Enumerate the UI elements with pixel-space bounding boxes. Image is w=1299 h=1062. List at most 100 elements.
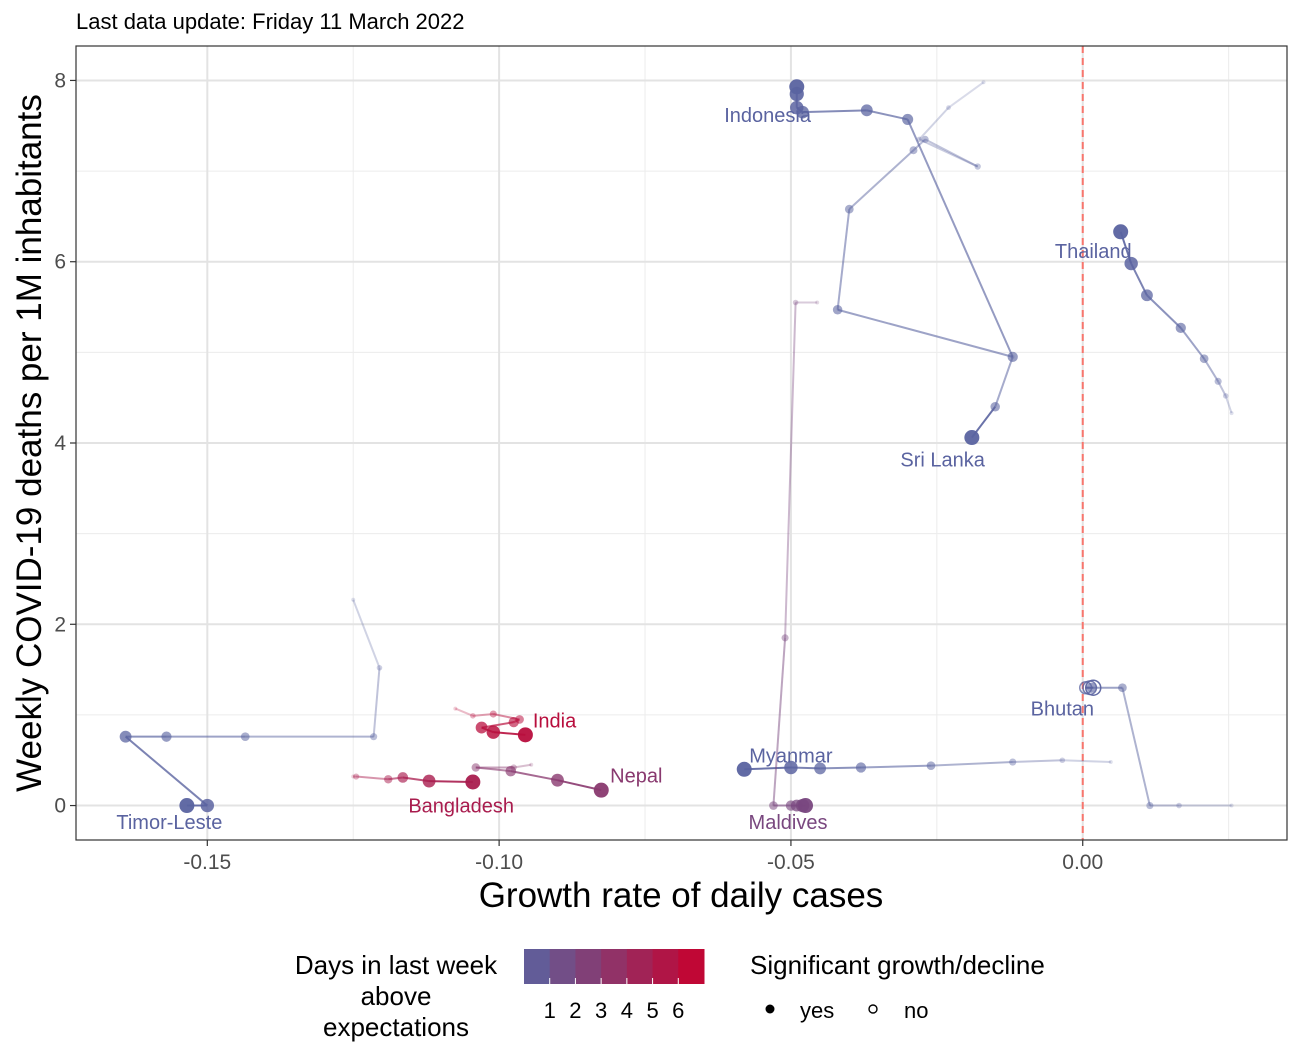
x-axis-title: Growth rate of daily cases bbox=[479, 876, 884, 915]
data-point bbox=[119, 730, 132, 743]
series-maldives bbox=[769, 299, 820, 814]
data-point bbox=[240, 732, 250, 742]
data-point bbox=[1059, 757, 1066, 764]
data-point bbox=[465, 774, 481, 790]
x-tick-label: -0.15 bbox=[183, 851, 231, 874]
y-tick-label: 4 bbox=[54, 432, 66, 455]
trajectory-segment bbox=[472, 713, 494, 717]
data-point bbox=[370, 733, 378, 741]
trajectory-segment bbox=[454, 707, 474, 717]
trajectory-segment bbox=[802, 109, 867, 114]
colorbar-tick-label: 5 bbox=[646, 998, 658, 1023]
country-label: Myanmar bbox=[749, 746, 833, 768]
trajectory-segment bbox=[352, 599, 381, 669]
data-point bbox=[784, 760, 798, 775]
series-myanmar bbox=[736, 757, 1113, 777]
data-point bbox=[792, 299, 799, 306]
data-point bbox=[1118, 683, 1127, 693]
y-axis-title: Weekly COVID-19 deaths per 1M inhabitant… bbox=[10, 94, 49, 792]
colorbar-tick-label: 2 bbox=[569, 998, 581, 1023]
colorbar-tick-label: 4 bbox=[621, 998, 633, 1023]
trajectory-segment bbox=[772, 637, 787, 806]
data-point bbox=[489, 710, 497, 718]
colorbar-segment bbox=[575, 949, 602, 984]
series-sri-lanka bbox=[964, 354, 1015, 446]
data-point bbox=[798, 798, 814, 814]
data-point bbox=[1010, 354, 1015, 359]
legend-key-no bbox=[868, 1004, 878, 1014]
country-labels: Indonesia Sri Lanka Thailand Bhutan Myanmar M… bbox=[116, 105, 1131, 834]
data-point bbox=[990, 401, 1000, 412]
trajectory-segment bbox=[1203, 358, 1219, 382]
trajectory-segment bbox=[924, 138, 979, 168]
legend-key-yes bbox=[765, 1004, 775, 1014]
series-timor-leste bbox=[119, 597, 383, 814]
trajectory-segment bbox=[848, 149, 915, 210]
data-point bbox=[471, 763, 480, 772]
data-point bbox=[397, 772, 409, 783]
trajectory-segment bbox=[124, 735, 208, 807]
country-label: Timor-Leste bbox=[116, 812, 222, 834]
trajectory-segment bbox=[836, 209, 851, 310]
trajectory-segment bbox=[947, 81, 985, 109]
data-point bbox=[736, 761, 752, 777]
data-point bbox=[1009, 758, 1017, 766]
trajectory-segment bbox=[1012, 759, 1063, 764]
country-label: Nepal bbox=[610, 766, 662, 788]
colorbar-segment bbox=[652, 949, 679, 984]
x-axis-ticks: -0.15 -0.10 -0.05 0.00 bbox=[183, 840, 1103, 874]
colorbar-segment bbox=[601, 949, 628, 984]
legend-label-yes: yes bbox=[800, 998, 834, 1023]
data-point bbox=[1124, 256, 1138, 271]
data-point bbox=[815, 300, 820, 305]
data-point bbox=[470, 713, 476, 719]
data-point bbox=[789, 79, 805, 95]
colorbar-segment bbox=[549, 949, 576, 984]
data-point bbox=[486, 725, 500, 739]
data-point bbox=[453, 706, 458, 711]
data-point bbox=[1108, 760, 1113, 765]
colorbar-tick-label: 3 bbox=[595, 998, 607, 1023]
trajectory-segment bbox=[820, 766, 861, 770]
data-point bbox=[855, 762, 867, 773]
data-point bbox=[593, 782, 609, 798]
series-nepal bbox=[471, 762, 609, 798]
y-axis-ticks: 0 2 4 6 8 bbox=[54, 69, 76, 818]
country-label: Bangladesh bbox=[408, 796, 514, 818]
data-point bbox=[1229, 411, 1234, 416]
data-point bbox=[860, 104, 873, 117]
y-tick-label: 8 bbox=[54, 69, 66, 92]
trajectory-segment bbox=[837, 308, 1013, 358]
country-label: Sri Lanka bbox=[900, 449, 985, 471]
data-point bbox=[351, 774, 356, 779]
colorbar-tick-label: 1 bbox=[544, 998, 556, 1023]
data-point bbox=[422, 774, 436, 788]
trajectory-segment bbox=[513, 763, 532, 769]
trajectory-segment bbox=[372, 667, 381, 737]
data-point bbox=[844, 204, 854, 214]
data-point bbox=[909, 146, 918, 155]
series-indonesia bbox=[789, 79, 1018, 363]
data-point bbox=[475, 721, 488, 734]
x-tick-label: -0.05 bbox=[767, 851, 815, 874]
data-point bbox=[902, 113, 914, 125]
y-tick-label: 2 bbox=[54, 613, 66, 636]
data-point bbox=[1175, 322, 1186, 334]
data-point bbox=[1141, 289, 1153, 302]
data-point bbox=[921, 135, 929, 143]
country-label: India bbox=[533, 710, 577, 732]
colorbar-segment bbox=[524, 949, 551, 984]
trajectory-segment bbox=[784, 302, 797, 638]
trajectory-segment bbox=[1121, 687, 1151, 806]
data-point bbox=[1146, 801, 1154, 810]
shape-legend-title: Significant growth/decline bbox=[750, 950, 1045, 980]
series-layer bbox=[119, 79, 1234, 814]
trajectory-segment bbox=[918, 106, 950, 141]
data-point bbox=[832, 305, 843, 315]
data-point bbox=[1214, 377, 1222, 385]
data-point bbox=[790, 100, 804, 115]
trajectory-segment bbox=[866, 109, 908, 121]
data-point bbox=[551, 773, 564, 787]
data-point bbox=[981, 80, 986, 85]
data-point bbox=[926, 761, 936, 771]
